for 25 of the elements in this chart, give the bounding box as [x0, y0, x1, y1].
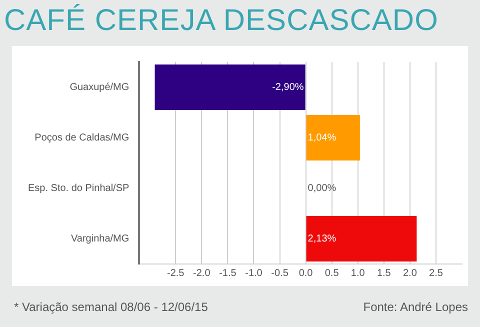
x-tick-label: -2.5 [167, 268, 185, 279]
x-tick-label: 0.5 [324, 268, 340, 279]
data-label: 1,04% [308, 132, 336, 144]
y-tick-label: Varginha/MG [70, 234, 130, 244]
bar [306, 115, 360, 160]
x-tick-label: -2.0 [193, 268, 211, 279]
x-tick-label: 2.5 [429, 268, 444, 279]
source-note: Fonte: André Lopes [363, 300, 468, 314]
x-tick-label: 1.0 [350, 268, 366, 279]
y-tick-label: Esp. Sto. do Pinhal/SP [28, 183, 130, 194]
chart-title: CAFÉ CEREJA DESCASCADO [3, 3, 440, 39]
data-label: 2,13% [308, 234, 336, 244]
x-tick-label: -0.5 [271, 268, 289, 279]
x-tick-label: -1.5 [219, 268, 237, 279]
x-tick-label: 0.0 [298, 268, 314, 279]
data-label: -2,90% [272, 82, 304, 93]
x-tick-label: -1.0 [245, 268, 263, 279]
x-tick-label: 2.0 [402, 268, 418, 279]
data-label: 0,00% [308, 183, 336, 194]
bar [306, 216, 417, 262]
x-tick-label: 1.5 [376, 268, 392, 279]
bar [154, 64, 306, 110]
y-tick-label: Poços de Caldas/MG [34, 132, 130, 144]
text: * Variação semanal 08/06 - 12/06/15 [14, 300, 208, 314]
y-tick-label: Guaxupé/MG [70, 82, 130, 93]
